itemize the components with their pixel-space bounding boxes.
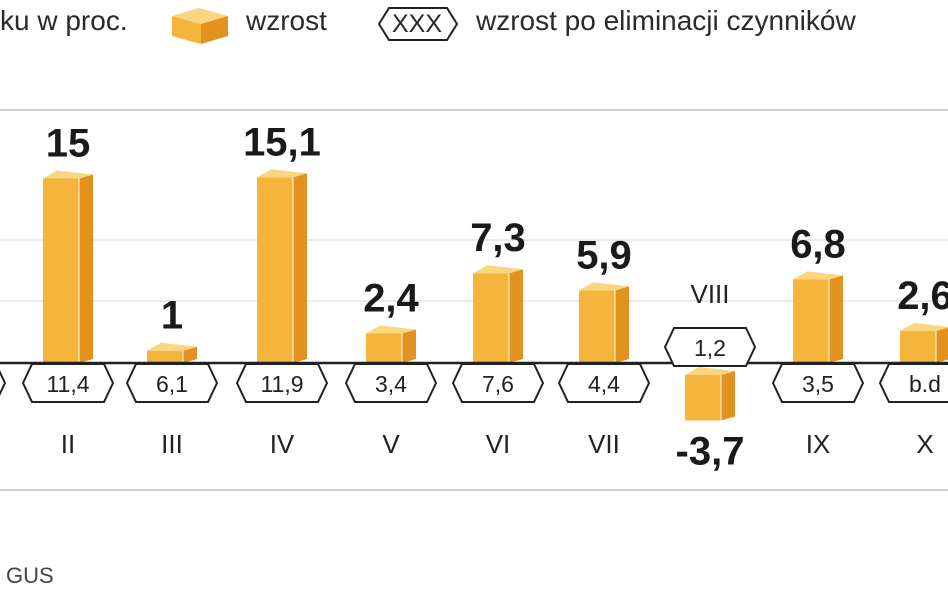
hex-badge-I [0,370,7,396]
month-label-IX: IX [806,429,831,459]
bar-III [147,342,197,363]
value-label-V: 2,4 [363,276,419,320]
hex-label-IX: 3,5 [802,371,834,397]
value-label-II: 15 [46,122,91,166]
hex-label-V: 3,4 [375,371,407,397]
hex-badge-VIII [663,327,757,367]
hex-label-VI: 7,6 [482,371,514,397]
value-label-VI: 7,3 [470,216,526,260]
legend: ku w proc. wzrost XXX wzrost po eliminac… [0,0,948,44]
legend-growth-label: wzrost [246,5,327,36]
cube-icon [172,8,228,44]
hex-badge-III [125,363,219,403]
month-label-VII: VII [588,429,620,459]
bar-IX [793,271,843,363]
value-label-III: 1 [161,294,183,338]
hex-label-III: 6,1 [156,371,188,397]
value-label-IV: 15,1 [243,120,321,164]
bar-X [900,323,948,363]
value-label-IX: 6,8 [790,222,846,266]
value-label-VIII: -3,7 [676,430,745,474]
month-label-III: III [161,429,183,459]
month-label-II: II [61,429,75,459]
month-label-IV: IV [270,429,295,459]
legend-unit-text: ku w proc. [0,5,128,36]
bar-V [366,325,416,363]
hex-label-X: b.d [909,371,941,397]
bar-VII [579,282,629,363]
month-label-VIII: VIII [690,279,729,309]
legend-hex-sample: XXX [391,10,443,38]
hex-badge-VII [557,363,651,403]
bar-II [43,170,93,363]
hex-label-VIII: 1,2 [694,335,726,361]
hex-label-IV: 11,9 [260,371,303,397]
bar-IV [257,169,307,363]
legend-adjusted-label: wzrost po eliminacji czynników [476,5,856,36]
bar-VI [473,265,523,363]
hex-badge-II [21,363,115,403]
hex-badge-X [878,363,948,403]
hex-badge-V [344,363,438,403]
hex-badge-IV [235,363,329,403]
hexagon-icon [377,7,459,41]
source-text: GUS [6,563,54,588]
hex-label-VII: 4,4 [588,371,620,397]
month-label-X: X [916,429,933,459]
hex-badge-VI [451,363,545,403]
month-label-V: V [382,429,400,459]
bar-VIII [685,367,735,421]
value-label-X: 2,6 [897,274,948,318]
value-label-VII: 5,9 [576,233,632,277]
month-label-VI: VI [486,429,511,459]
hex-badge-IX [771,363,865,403]
hex-label-II: 11,4 [46,371,89,397]
